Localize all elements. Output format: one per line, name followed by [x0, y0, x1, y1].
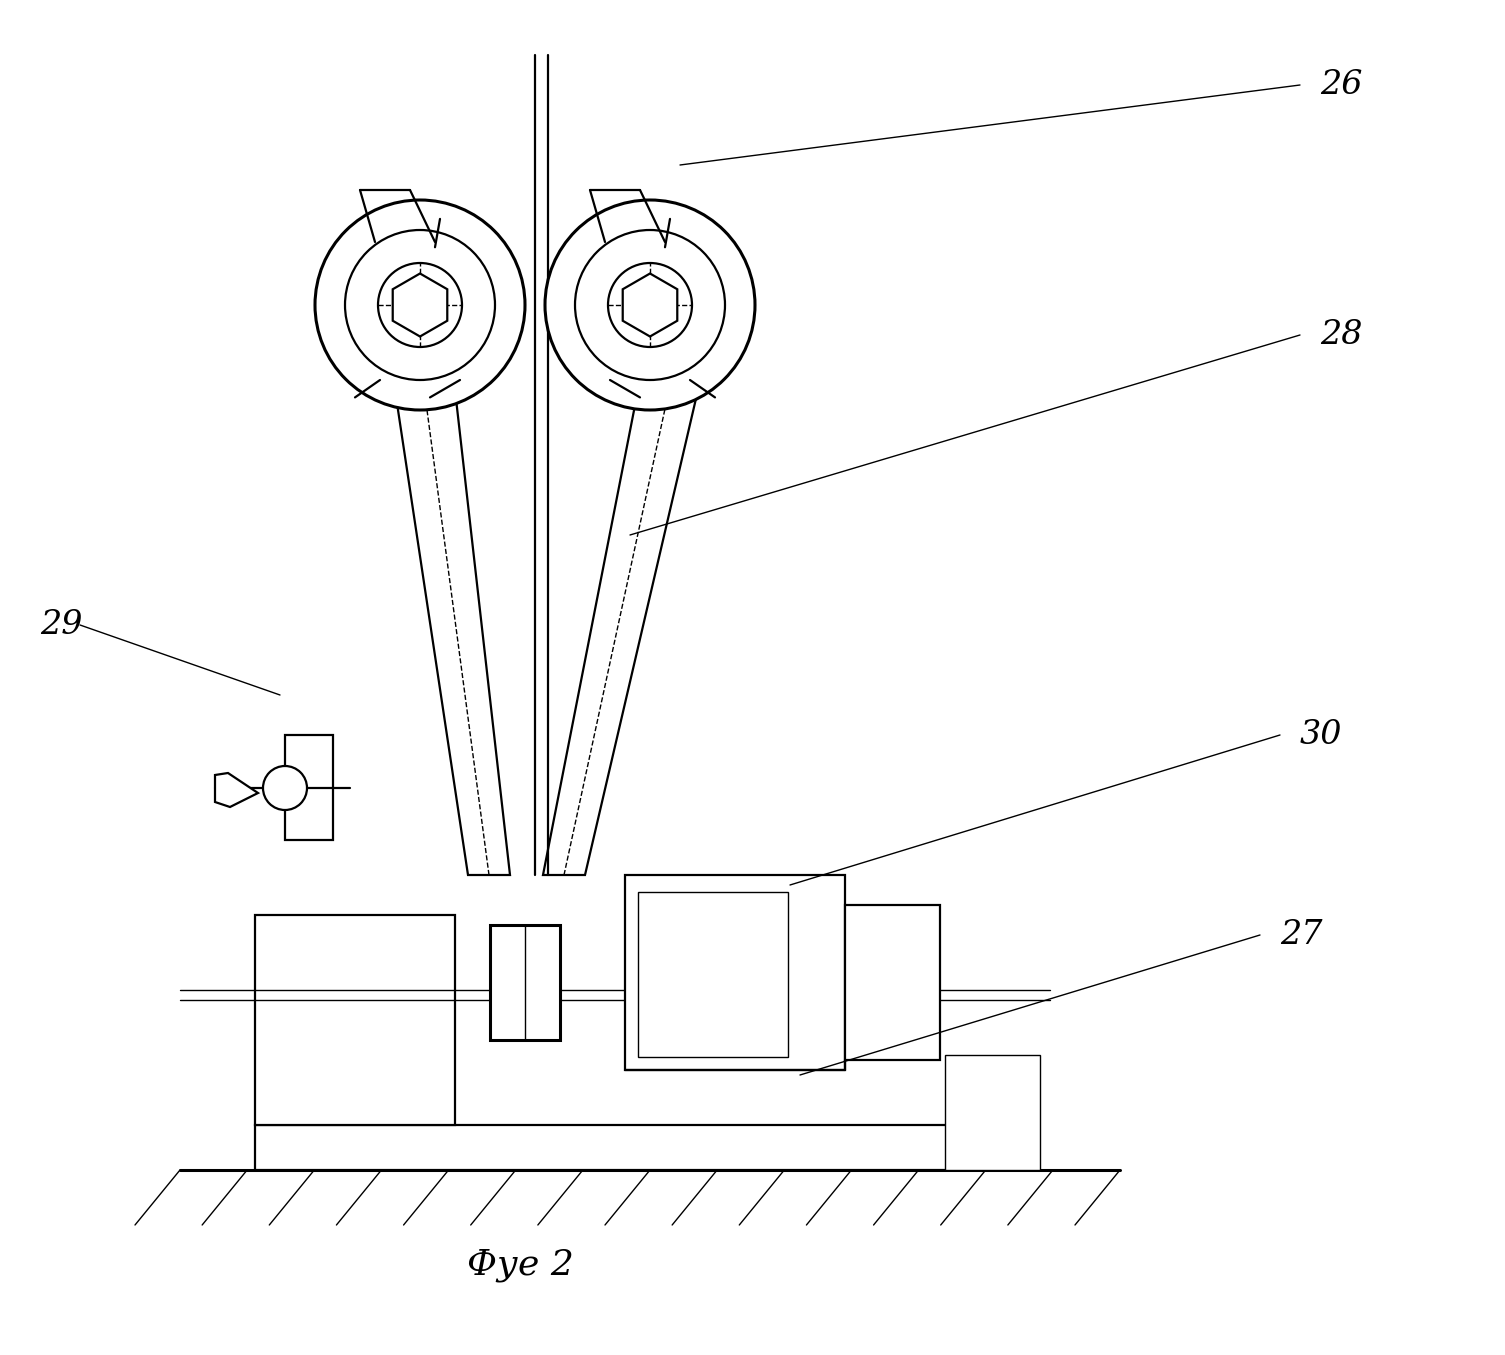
Circle shape: [575, 230, 725, 379]
Bar: [844, 905, 941, 1060]
Text: 28: 28: [1320, 318, 1362, 351]
Text: 26: 26: [1320, 69, 1362, 102]
Polygon shape: [393, 274, 447, 336]
Text: Фуе 2: Фуе 2: [467, 1248, 573, 1282]
Bar: [625, 875, 844, 1070]
Circle shape: [545, 201, 756, 411]
Polygon shape: [543, 390, 698, 875]
Bar: [491, 925, 560, 1041]
Text: 30: 30: [1300, 720, 1342, 751]
Bar: [254, 915, 455, 1125]
Polygon shape: [394, 390, 510, 875]
Circle shape: [263, 766, 307, 810]
Circle shape: [608, 263, 692, 347]
Circle shape: [315, 201, 525, 411]
Circle shape: [345, 230, 495, 379]
Circle shape: [378, 263, 462, 347]
Bar: [254, 1125, 975, 1169]
Polygon shape: [215, 772, 257, 808]
Text: 29: 29: [41, 608, 83, 641]
Bar: [945, 1056, 1040, 1169]
Bar: [284, 734, 333, 840]
Polygon shape: [623, 274, 677, 336]
Bar: [638, 892, 789, 1057]
Text: 27: 27: [1279, 919, 1323, 951]
